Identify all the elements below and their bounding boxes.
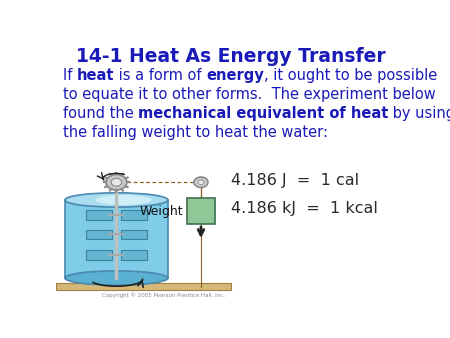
Text: the falling weight to heat the water:: the falling weight to heat the water: xyxy=(63,125,328,140)
Circle shape xyxy=(106,174,127,190)
Text: is a form of: is a form of xyxy=(114,68,206,83)
Ellipse shape xyxy=(95,195,152,205)
Circle shape xyxy=(194,177,208,188)
Text: by using: by using xyxy=(388,106,450,121)
Text: found the: found the xyxy=(63,106,138,121)
Bar xyxy=(187,198,215,224)
Bar xyxy=(121,230,147,239)
Text: Weight: Weight xyxy=(140,204,184,218)
Circle shape xyxy=(198,180,204,185)
Bar xyxy=(121,250,147,260)
Text: If: If xyxy=(63,68,76,83)
Circle shape xyxy=(111,178,122,186)
Bar xyxy=(86,230,112,239)
Bar xyxy=(86,210,112,220)
Text: to equate it to other forms.  The experiment below: to equate it to other forms. The experim… xyxy=(63,87,435,102)
Bar xyxy=(121,210,147,220)
Ellipse shape xyxy=(65,193,168,207)
Bar xyxy=(56,283,230,290)
Text: Copyright © 2005 Pearson Prentice Hall, Inc.: Copyright © 2005 Pearson Prentice Hall, … xyxy=(102,292,225,298)
Ellipse shape xyxy=(65,271,168,285)
Text: heat: heat xyxy=(76,68,114,83)
Text: 4.186 J  =  1 cal: 4.186 J = 1 cal xyxy=(230,173,359,188)
Bar xyxy=(86,250,112,260)
Text: , it ought to be possible: , it ought to be possible xyxy=(264,68,437,83)
Text: mechanical equivalent of heat: mechanical equivalent of heat xyxy=(138,106,388,121)
Bar xyxy=(65,200,168,278)
Text: 14-1 Heat As Energy Transfer: 14-1 Heat As Energy Transfer xyxy=(76,47,386,66)
Text: energy: energy xyxy=(206,68,264,83)
Text: 4.186 kJ  =  1 kcal: 4.186 kJ = 1 kcal xyxy=(230,201,378,216)
